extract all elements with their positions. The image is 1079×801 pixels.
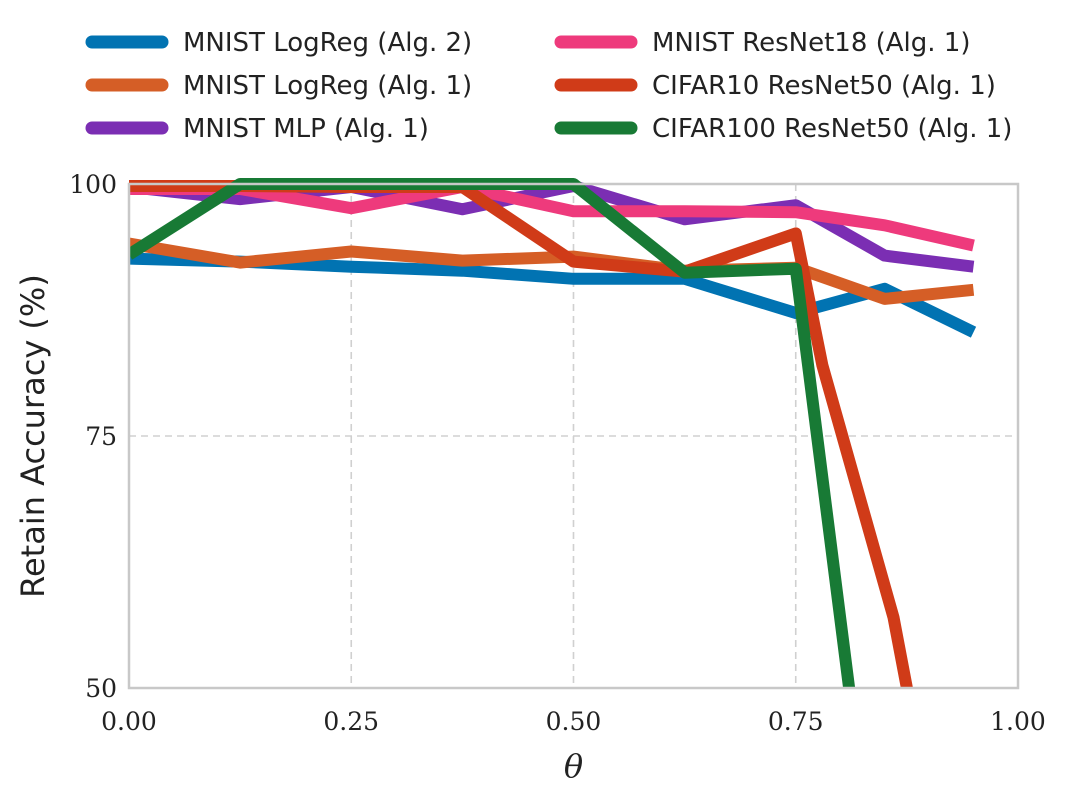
legend-label: MNIST ResNet18 (Alg. 1) (652, 28, 971, 58)
x-tick-label: 0.50 (546, 707, 602, 736)
tick-labels: 0.00 0.25 0.50 0.75 1.00 50 75 100 (69, 170, 1046, 736)
legend-label: CIFAR100 ResNet50 (Alg. 1) (652, 114, 1012, 144)
x-tick-label: 0.00 (101, 707, 157, 736)
legend-label: MNIST MLP (Alg. 1) (183, 114, 429, 144)
x-axis-title: θ (564, 747, 583, 785)
legend-item: MNIST MLP (Alg. 1) (85, 114, 429, 144)
legend: MNIST LogReg (Alg. 2) MNIST LogReg (Alg. … (85, 28, 1012, 144)
legend-label: MNIST LogReg (Alg. 2) (183, 28, 472, 58)
x-tick-label: 1.00 (990, 707, 1046, 736)
legend-label: CIFAR10 ResNet50 (Alg. 1) (652, 71, 996, 101)
x-tick-label: 0.25 (323, 707, 379, 736)
legend-item: CIFAR10 ResNet50 (Alg. 1) (554, 71, 996, 101)
y-tick-label: 100 (69, 170, 117, 199)
legend-label: MNIST LogReg (Alg. 1) (183, 71, 472, 101)
legend-item: MNIST ResNet18 (Alg. 1) (554, 28, 971, 58)
plot-frame (127, 182, 1020, 690)
x-tick-label: 0.75 (768, 707, 824, 736)
series-line-4 (129, 181, 975, 252)
legend-item: CIFAR100 ResNet50 (Alg. 1) (554, 114, 1012, 144)
y-tick-label: 75 (85, 422, 117, 451)
series-line-1 (129, 252, 977, 338)
legend-item: MNIST LogReg (Alg. 1) (85, 71, 472, 101)
legend-item: MNIST LogReg (Alg. 2) (85, 28, 472, 58)
y-axis-title: Retain Accuracy (%) (14, 274, 52, 598)
y-tick-label: 50 (85, 674, 117, 703)
